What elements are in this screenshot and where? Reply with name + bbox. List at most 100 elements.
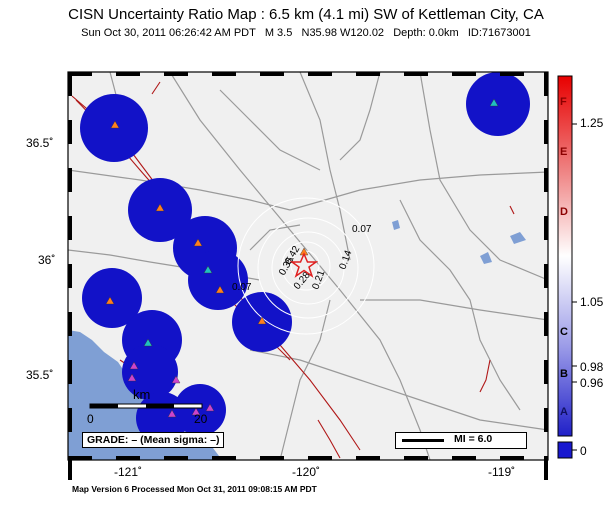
colorbar-value: 1.25 [580,116,604,130]
frame-tick [544,408,548,432]
map-title: CISN Uncertainty Ratio Map : 6.5 km (4.1… [68,6,544,23]
station-uncertainty-blob [466,72,530,136]
frame-tick [212,456,236,460]
lat-tick-label: 36.5˚ [26,136,54,150]
station-uncertainty-blob [122,344,178,400]
frame-tick [68,216,72,240]
contour-label: 0.07 [232,282,252,293]
frame-tick [308,456,332,460]
map-subtitle: Sun Oct 30, 2011 06:26:42 AM PDT M 3.5 N… [0,27,612,39]
frame-tick [68,264,72,288]
event-date: Sun Oct 30, 2011 06:26:42 AM PDT [81,27,256,39]
frame-tick [544,456,548,480]
frame-tick [404,72,428,76]
frame-tick [212,72,236,76]
frame-tick [452,72,476,76]
colorbar-value: 1.05 [580,295,604,309]
station-triangle [215,285,225,294]
station-triangle [129,361,139,370]
frame-tick [544,216,548,240]
colorbar-zero-swatch [557,441,573,459]
uncertainty-contours [237,197,375,335]
event-magnitude: M 3.5 [264,27,293,39]
grade-letter: C [560,326,568,338]
contour-line [271,231,345,305]
grade-letter: F [560,96,567,108]
frame-tick [544,120,548,144]
station-triangle [171,375,181,384]
station-triangle [110,120,120,129]
colorbar-value: 0.98 [580,360,604,374]
scale-bar-left: 0 [87,412,94,426]
frame-tick [68,408,72,432]
station-triangle [489,98,499,107]
frame-tick [404,456,428,460]
frame-tick [68,72,92,76]
frame-tick [68,168,72,192]
mi-legend-line [402,439,444,442]
mi-legend: MI = 6.0 [395,432,527,449]
station-triangle [105,296,115,305]
contour-line [281,241,331,291]
epicenter-star [289,252,319,278]
frame-tick [68,456,72,480]
scale-bar-right: 20 [194,412,208,426]
frame-tick [544,312,548,336]
frame-tick [500,456,524,460]
frame-tick [308,72,332,76]
station-triangle [155,203,165,212]
mi-legend-label: MI = 6.0 [454,433,493,445]
lon-tick-label: -121˚ [114,465,143,479]
station-triangle [191,407,201,416]
frame-tick [68,360,72,384]
frame-tick [544,264,548,288]
frame-tick [260,72,284,76]
frame-tick [260,456,284,460]
lon-tick-label: -120˚ [292,465,321,479]
stations [105,98,499,418]
colorbar-value: 0.96 [580,376,604,390]
frame-tick [116,456,140,460]
frame-tick [68,456,92,460]
contour-line [237,197,375,335]
frame-tick [544,168,548,192]
colorbar-value: 0 [580,444,587,458]
frame-tick [164,72,188,76]
frame-tick [544,72,548,96]
map-footer: Map Version 6 Processed Mon Oct 31, 2011… [72,484,317,494]
lat-tick-label: 36˚ [38,253,56,267]
lon-tick-label: -119˚ [488,465,516,479]
frame-tick [68,312,72,336]
frame-tick [356,456,380,460]
event-depth: Depth: 0.0km [393,27,459,39]
station-uncertainty-blob [82,268,142,328]
colorbar-ticks [572,123,577,451]
event-id: ID:71673001 [467,27,531,39]
station-triangle [167,409,177,418]
frame-tick [164,456,188,460]
lat-tick-label: 35.5˚ [26,368,54,382]
frame-tick [68,120,72,144]
grade-letter: A [560,406,568,418]
colorbar [557,75,573,437]
frame-tick [500,72,524,76]
contour-line [257,217,359,319]
contour-label: 0.07 [352,224,372,235]
grade-box: GRADE: – (Mean sigma: –) [82,432,225,448]
station-triangle [257,316,267,325]
station-uncertainty-blob [188,250,248,310]
station-triangle [205,403,215,412]
frame-tick [68,72,72,96]
grade-letter: E [560,146,568,158]
grade-letter: B [560,368,568,380]
scale-bar-unit: km [133,387,151,402]
station-triangle [127,373,137,382]
station-triangle [193,238,203,247]
station-triangle [143,338,153,347]
event-location: N35.98 W120.02 [301,27,385,39]
station-triangle [203,265,213,274]
frame-tick [116,72,140,76]
frame-border-ticks [68,72,548,480]
scale-bar [89,403,203,409]
